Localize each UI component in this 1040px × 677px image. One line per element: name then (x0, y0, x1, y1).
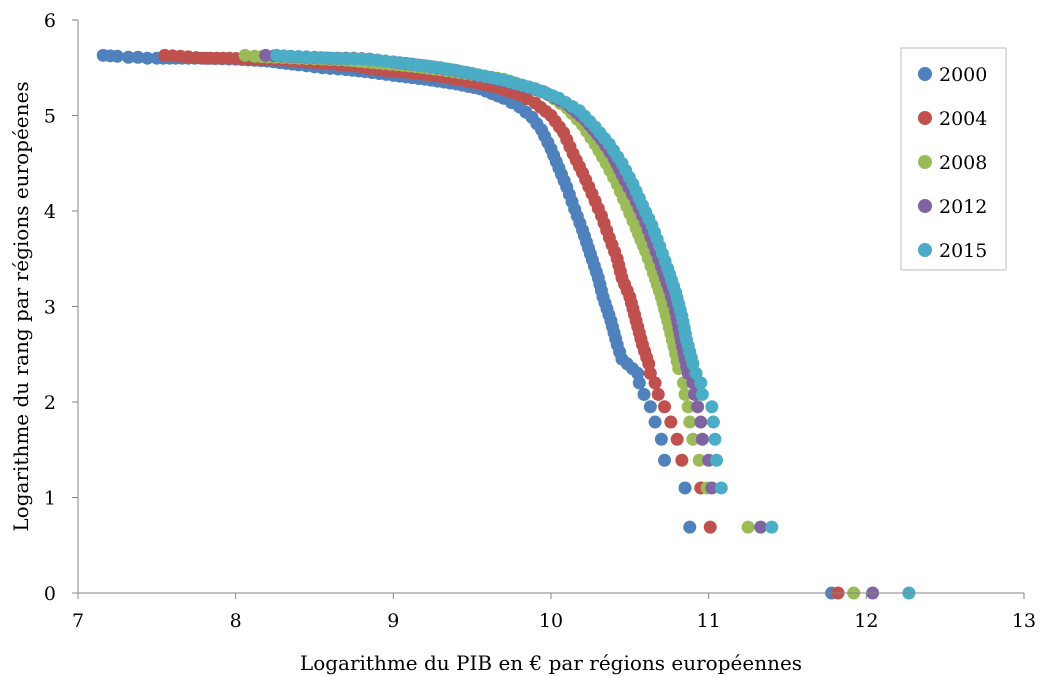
y-axis-title: Logarithme du rang par régions européene… (9, 81, 33, 531)
data-point (238, 48, 252, 62)
data-point (675, 453, 689, 467)
x-tick-label: 12 (854, 610, 878, 632)
data-point (765, 520, 779, 534)
data-point (642, 357, 656, 371)
data-point (695, 432, 709, 446)
y-tick-label: 3 (44, 297, 56, 319)
y-tick-label: 2 (44, 392, 56, 414)
data-point (631, 366, 645, 380)
x-tick-label: 11 (697, 610, 721, 632)
data-point (706, 415, 720, 429)
x-axis-title: Logarithme du PIB en € par régions europ… (300, 651, 802, 675)
data-point (651, 387, 665, 401)
legend-marker (918, 67, 932, 81)
series-2015 (270, 48, 916, 600)
legend-label: 2015 (939, 240, 987, 262)
data-point (678, 481, 692, 495)
y-tick-label: 4 (44, 201, 56, 223)
series-2000 (96, 48, 839, 600)
data-point (683, 520, 697, 534)
y-axis-ticks: 0 1 2 3 4 5 6 (44, 10, 78, 605)
data-point (686, 432, 700, 446)
legend-label: 2004 (939, 108, 987, 130)
x-axis-ticks: 7 8 9 10 11 12 13 (72, 593, 1036, 632)
x-tick-label: 9 (387, 610, 399, 632)
series-2008 (238, 48, 861, 600)
x-tick-label: 13 (1012, 610, 1036, 632)
data-point (754, 520, 768, 534)
data-point (705, 400, 719, 414)
y-tick-label: 0 (44, 583, 56, 605)
data-point (643, 400, 657, 414)
data-point (121, 50, 135, 64)
data-point (714, 481, 728, 495)
data-point (691, 400, 705, 414)
data-point (678, 387, 692, 401)
legend-marker (918, 199, 932, 213)
data-point (654, 432, 668, 446)
x-tick-label: 7 (72, 610, 84, 632)
data-point (705, 481, 719, 495)
data-point (670, 432, 684, 446)
legend-label: 2000 (939, 64, 987, 86)
data-point (140, 51, 154, 65)
data-point (692, 453, 706, 467)
data-point (741, 520, 755, 534)
data-point (110, 49, 124, 63)
data-point (683, 415, 697, 429)
legend-marker (918, 155, 932, 169)
data-point (648, 415, 662, 429)
y-tick-label: 6 (44, 10, 56, 32)
data-point (710, 453, 724, 467)
legend-label: 2008 (939, 152, 987, 174)
legend-box (900, 47, 1007, 271)
data-point (131, 50, 145, 64)
data-points (96, 48, 916, 600)
x-tick-label: 10 (539, 610, 563, 632)
data-point (695, 387, 709, 401)
y-tick-label: 5 (44, 106, 56, 128)
legend-label: 2012 (939, 196, 987, 218)
data-point (681, 400, 695, 414)
y-tick-label: 1 (44, 488, 56, 510)
data-point (703, 520, 717, 534)
series-2004 (158, 48, 845, 600)
data-point (658, 453, 672, 467)
data-point (694, 376, 708, 390)
data-point (658, 400, 672, 414)
legend: 2000 2004 2008 2012 2015 (900, 47, 1007, 271)
data-point (632, 376, 646, 390)
legend-marker (918, 243, 932, 257)
data-point (694, 415, 708, 429)
data-point (637, 387, 651, 401)
data-point (708, 432, 722, 446)
data-point (648, 376, 662, 390)
legend-marker (918, 111, 932, 125)
data-point (664, 415, 678, 429)
x-tick-label: 8 (230, 610, 242, 632)
